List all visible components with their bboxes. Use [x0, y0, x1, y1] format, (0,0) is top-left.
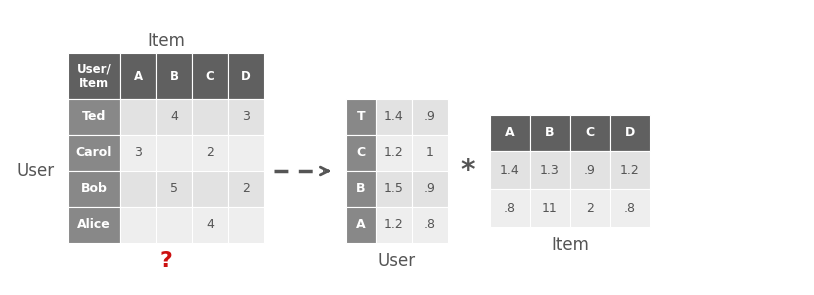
Bar — [68, 99, 120, 135]
Text: 1.2: 1.2 — [384, 147, 404, 160]
Text: Carol: Carol — [76, 147, 112, 160]
Text: 4: 4 — [206, 219, 214, 232]
Text: User/
Item: User/ Item — [77, 62, 112, 90]
Text: D: D — [625, 127, 635, 140]
Bar — [490, 189, 530, 227]
Text: A: A — [133, 70, 142, 83]
Text: C: C — [206, 70, 214, 83]
Text: A: A — [357, 219, 365, 232]
Text: 2: 2 — [242, 183, 250, 196]
Bar — [346, 171, 376, 207]
Text: Item: Item — [551, 236, 589, 254]
Text: .8: .8 — [424, 219, 436, 232]
Text: C: C — [585, 127, 594, 140]
Bar — [570, 189, 610, 227]
Bar — [228, 207, 264, 243]
Bar — [346, 207, 376, 243]
Bar — [412, 135, 448, 171]
Text: .9: .9 — [424, 111, 436, 124]
Text: 11: 11 — [542, 201, 558, 214]
Text: *: * — [461, 157, 475, 185]
Text: B: B — [169, 70, 178, 83]
Bar — [376, 207, 412, 243]
Bar — [610, 151, 650, 189]
Text: 1.4: 1.4 — [384, 111, 404, 124]
Text: 5: 5 — [170, 183, 178, 196]
Bar — [120, 171, 156, 207]
Bar — [412, 171, 448, 207]
Bar — [192, 171, 228, 207]
Bar — [376, 99, 412, 135]
Text: 1: 1 — [426, 147, 434, 160]
Bar — [156, 135, 192, 171]
Bar — [68, 53, 120, 99]
Bar — [120, 135, 156, 171]
Bar — [610, 115, 650, 151]
Text: C: C — [357, 147, 365, 160]
Text: 1.3: 1.3 — [540, 163, 560, 176]
Text: User: User — [17, 162, 55, 180]
Bar — [490, 115, 530, 151]
Bar — [120, 99, 156, 135]
Bar — [346, 99, 376, 135]
Text: .9: .9 — [424, 183, 436, 196]
Bar — [192, 53, 228, 99]
Bar — [228, 135, 264, 171]
Bar — [376, 171, 412, 207]
Bar — [156, 53, 192, 99]
Text: User: User — [378, 252, 416, 270]
Text: D: D — [241, 70, 251, 83]
Bar — [156, 171, 192, 207]
Bar — [156, 207, 192, 243]
Text: 1.4: 1.4 — [500, 163, 520, 176]
Text: Ted: Ted — [82, 111, 106, 124]
Bar — [412, 99, 448, 135]
Text: 1.2: 1.2 — [620, 163, 640, 176]
Text: B: B — [357, 183, 365, 196]
Bar — [120, 207, 156, 243]
Bar — [68, 135, 120, 171]
Text: 2: 2 — [206, 147, 214, 160]
Text: 1.2: 1.2 — [384, 219, 404, 232]
Text: 1.5: 1.5 — [384, 183, 404, 196]
Bar — [68, 207, 120, 243]
Text: 3: 3 — [242, 111, 250, 124]
Bar — [192, 99, 228, 135]
Text: ?: ? — [160, 251, 173, 271]
Text: 2: 2 — [586, 201, 594, 214]
Bar — [490, 151, 530, 189]
Bar — [530, 151, 570, 189]
Bar — [192, 135, 228, 171]
Text: .8: .8 — [624, 201, 636, 214]
Bar — [530, 115, 570, 151]
Text: 4: 4 — [170, 111, 178, 124]
Bar — [120, 53, 156, 99]
Bar — [376, 135, 412, 171]
Text: A: A — [505, 127, 514, 140]
Bar — [610, 189, 650, 227]
Bar — [530, 189, 570, 227]
Bar — [228, 53, 264, 99]
Text: T: T — [357, 111, 365, 124]
Text: .8: .8 — [504, 201, 516, 214]
Bar — [228, 171, 264, 207]
Text: Item: Item — [147, 32, 185, 50]
Text: Bob: Bob — [81, 183, 107, 196]
Bar — [192, 207, 228, 243]
Text: 3: 3 — [134, 147, 142, 160]
Bar — [228, 99, 264, 135]
Bar — [570, 115, 610, 151]
Bar — [412, 207, 448, 243]
Text: .9: .9 — [584, 163, 596, 176]
Bar — [346, 135, 376, 171]
Text: B: B — [545, 127, 555, 140]
Text: Alice: Alice — [77, 219, 111, 232]
Bar — [156, 99, 192, 135]
Bar — [570, 151, 610, 189]
Bar — [68, 171, 120, 207]
